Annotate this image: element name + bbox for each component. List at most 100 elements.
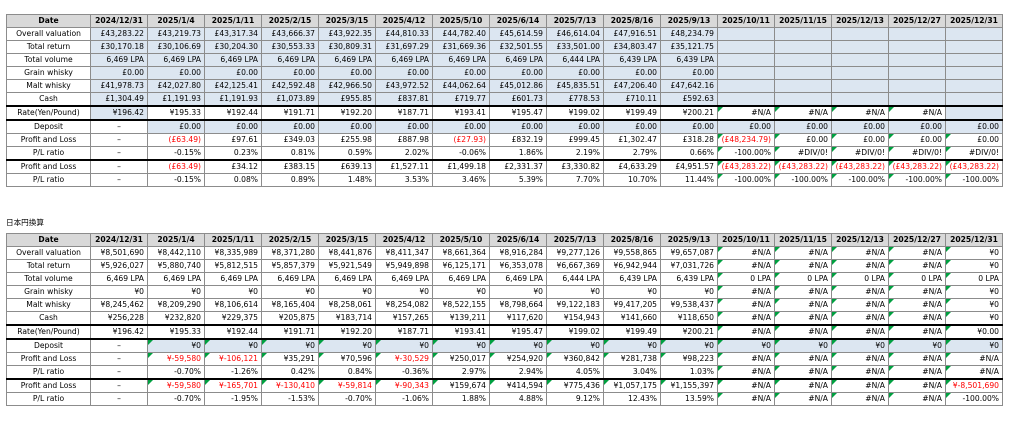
cell[interactable]: £47,642.16	[660, 79, 718, 93]
cell[interactable]: £43,972.52	[375, 79, 433, 93]
cell[interactable]: ¥0	[489, 285, 547, 299]
cell[interactable]: ¥70,596	[318, 352, 376, 366]
cell[interactable]: ¥200.21	[660, 324, 718, 340]
cell[interactable]: ¥0	[375, 285, 433, 299]
cell[interactable]: ¥117,620	[489, 311, 547, 326]
cell[interactable]	[945, 53, 1003, 67]
cell[interactable]: ¥8,411,347	[375, 246, 433, 260]
row-label[interactable]: Rate(Yen/Pound)	[6, 105, 91, 121]
cell[interactable]: £31,697.29	[375, 40, 433, 54]
cell[interactable]: #N/A	[831, 285, 889, 299]
cell[interactable]: £1,191.93	[204, 92, 262, 107]
cell[interactable]: ¥6,667,369	[546, 259, 604, 273]
header-date-label[interactable]: Date	[6, 14, 91, 28]
cell[interactable]: £0.00	[375, 66, 433, 80]
cell[interactable]: £41,978.73	[90, 79, 148, 93]
cell[interactable]: £4,633.29	[603, 159, 661, 174]
cell[interactable]: £0.00	[945, 119, 1003, 134]
cell[interactable]: £601.73	[489, 92, 547, 107]
column-header-date[interactable]: 2025/6/14	[489, 14, 547, 28]
cell[interactable]: 0.08%	[204, 173, 262, 187]
cell[interactable]: 6,469 LPA	[90, 272, 148, 286]
cell[interactable]: ¥199.02	[546, 105, 604, 121]
cell[interactable]	[888, 40, 946, 54]
cell[interactable]: ¥6,353,078	[489, 259, 547, 273]
row-label[interactable]: P/L ratio	[6, 365, 91, 380]
cell[interactable]: ¥281,738	[603, 352, 661, 366]
cell[interactable]: #N/A	[774, 259, 832, 273]
cell[interactable]: 4.05%	[546, 365, 604, 380]
cell[interactable]: £0.00	[204, 119, 262, 134]
row-label[interactable]: Cash	[6, 92, 91, 107]
cell[interactable]	[717, 53, 775, 67]
cell[interactable]: -100.00%	[774, 173, 832, 187]
cell[interactable]: ¥8,501,690	[90, 246, 148, 260]
cell[interactable]: ¥6,125,171	[432, 259, 490, 273]
cell[interactable]: 5.39%	[489, 173, 547, 187]
cell[interactable]: ¥0	[432, 338, 490, 353]
cell[interactable]: #N/A	[774, 392, 832, 406]
cell[interactable]: ¥191.71	[261, 105, 319, 121]
cell[interactable]: 6,444 LPA	[546, 53, 604, 67]
cell[interactable]: #N/A	[831, 246, 889, 260]
cell[interactable]: -100.00%	[888, 173, 946, 187]
cell[interactable]	[774, 40, 832, 54]
cell[interactable]: £43,317.34	[204, 27, 262, 41]
cell[interactable]: –	[90, 159, 148, 174]
cell[interactable]: ¥200.21	[660, 105, 718, 121]
cell[interactable]: #N/A	[717, 378, 775, 393]
cell[interactable]: (£43,283.22)	[888, 159, 946, 174]
cell[interactable]: £710.11	[603, 92, 661, 107]
cell[interactable]: ¥5,926,027	[90, 259, 148, 273]
cell[interactable]: £45,835.51	[546, 79, 604, 93]
cell[interactable]: #N/A	[831, 105, 889, 121]
cell[interactable]: ¥0	[660, 338, 718, 353]
cell[interactable]: ¥8,916,284	[489, 246, 547, 260]
cell[interactable]: ¥9,122,183	[546, 298, 604, 312]
cell[interactable]	[945, 40, 1003, 54]
cell[interactable]: ¥0	[945, 259, 1003, 273]
cell[interactable]: 2.02%	[375, 146, 433, 161]
row-label[interactable]: Total return	[6, 259, 91, 273]
cell[interactable]: (£43,283.22)	[774, 159, 832, 174]
cell[interactable]: -100.00%	[831, 173, 889, 187]
cell[interactable]: ¥9,417,205	[603, 298, 661, 312]
row-label[interactable]: Malt whisky	[6, 298, 91, 312]
cell[interactable]: #DIV/0!	[774, 146, 832, 161]
cell[interactable]: ¥0	[945, 311, 1003, 326]
row-label[interactable]: Cash	[6, 311, 91, 326]
cell[interactable]: ¥-106,121	[204, 352, 262, 366]
cell[interactable]: £383.15	[261, 159, 319, 174]
cell[interactable]: 6,469 LPA	[375, 272, 433, 286]
cell[interactable]: (£63.49)	[147, 159, 205, 174]
cell[interactable]	[717, 40, 775, 54]
cell[interactable]: ¥0	[945, 338, 1003, 353]
cell[interactable]: ¥0	[660, 285, 718, 299]
cell[interactable]: 2.79%	[603, 146, 661, 161]
row-label[interactable]: Deposit	[6, 119, 91, 134]
column-header-date[interactable]: 2025/4/12	[375, 14, 433, 28]
cell[interactable]: £0.00	[888, 119, 946, 134]
column-header-date[interactable]: 2025/5/10	[432, 233, 490, 247]
cell[interactable]: £35,121.75	[660, 40, 718, 54]
cell[interactable]: £44,782.40	[432, 27, 490, 41]
cell[interactable]: ¥-59,580	[147, 352, 205, 366]
cell[interactable]: 0.81%	[261, 146, 319, 161]
cell[interactable]: ¥0	[147, 338, 205, 353]
column-header-date[interactable]: 2025/9/13	[660, 14, 718, 28]
cell[interactable]: -0.70%	[147, 365, 205, 380]
row-label[interactable]: Grain whisky	[6, 66, 91, 80]
cell[interactable]: ¥199.49	[603, 324, 661, 340]
cell[interactable]: £0.00	[204, 66, 262, 80]
cell[interactable]: ¥5,921,549	[318, 259, 376, 273]
cell[interactable]: ¥8,441,876	[318, 246, 376, 260]
cell[interactable]: £592.63	[660, 92, 718, 107]
cell[interactable]: £43,666.37	[261, 27, 319, 41]
cell[interactable]: £33,501.00	[546, 40, 604, 54]
cell[interactable]: 6,469 LPA	[432, 53, 490, 67]
cell[interactable]: £42,027.80	[147, 79, 205, 93]
cell[interactable]: #N/A	[831, 324, 889, 340]
cell[interactable]: #N/A	[888, 352, 946, 366]
cell[interactable]: £3,330.82	[546, 159, 604, 174]
cell[interactable]: 6,469 LPA	[261, 53, 319, 67]
